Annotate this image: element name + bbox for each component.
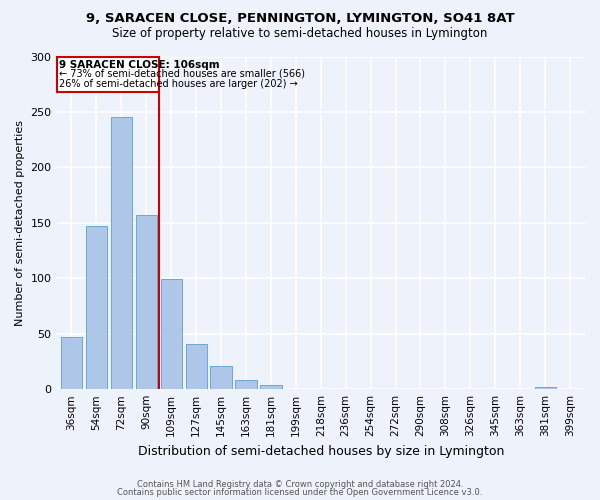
FancyBboxPatch shape: [56, 56, 159, 92]
Bar: [185, 344, 207, 389]
Text: 9 SARACEN CLOSE: 106sqm: 9 SARACEN CLOSE: 106sqm: [59, 60, 220, 70]
Bar: [235, 380, 257, 389]
Text: 26% of semi-detached houses are larger (202) →: 26% of semi-detached houses are larger (…: [59, 78, 298, 88]
Text: 9, SARACEN CLOSE, PENNINGTON, LYMINGTON, SO41 8AT: 9, SARACEN CLOSE, PENNINGTON, LYMINGTON,…: [86, 12, 514, 26]
Bar: [161, 280, 182, 389]
Bar: [111, 118, 132, 389]
Bar: [535, 387, 556, 389]
Bar: [260, 384, 281, 389]
Y-axis label: Number of semi-detached properties: Number of semi-detached properties: [15, 120, 25, 326]
Bar: [61, 337, 82, 389]
Bar: [136, 215, 157, 389]
Text: Contains HM Land Registry data © Crown copyright and database right 2024.: Contains HM Land Registry data © Crown c…: [137, 480, 463, 489]
Bar: [211, 366, 232, 389]
Bar: [86, 226, 107, 389]
X-axis label: Distribution of semi-detached houses by size in Lymington: Distribution of semi-detached houses by …: [137, 444, 504, 458]
Text: ← 73% of semi-detached houses are smaller (566): ← 73% of semi-detached houses are smalle…: [59, 68, 305, 78]
Text: Contains public sector information licensed under the Open Government Licence v3: Contains public sector information licen…: [118, 488, 482, 497]
Text: Size of property relative to semi-detached houses in Lymington: Size of property relative to semi-detach…: [112, 28, 488, 40]
